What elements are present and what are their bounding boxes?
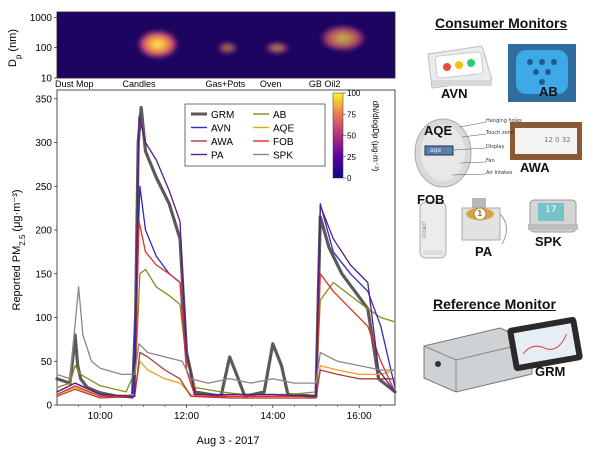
legend-label-grm: GRM <box>211 110 234 121</box>
avn-device-image <box>427 45 493 89</box>
heatmap-blob-1 <box>216 41 239 55</box>
y-axis-ticks: 0 50 100 150 200 250 300 350 <box>35 94 57 412</box>
device-label-aqe: AQE <box>424 123 453 138</box>
legend-label-spk: SPK <box>273 151 293 162</box>
aqe-annotation-hanging-holes: Hanging holes <box>486 118 522 124</box>
awa-device-image <box>510 122 582 160</box>
colorbar-tick-label: 25 <box>347 153 356 162</box>
y-tick-label: 150 <box>35 269 52 280</box>
y-tick-label: 0 <box>46 401 52 412</box>
aqe-annotation-fan: Fan <box>486 158 495 164</box>
heatmap-blob-2 <box>264 41 291 55</box>
reference-monitor-title: Reference Monitor <box>433 296 556 312</box>
spk-screen-text: 17 <box>545 205 557 215</box>
colorbar: 100 75 50 25 0 dN/dlogDp (μg·m⁻³) <box>332 89 380 183</box>
legend-label-fob: FOB <box>273 137 294 148</box>
y-tick-label: 250 <box>35 182 52 193</box>
consumer-monitors-title: Consumer Monitors <box>435 15 568 31</box>
colorbar-tick-label: 100 <box>347 89 361 98</box>
heatmap-y-label: Dp(nm) <box>7 29 23 67</box>
y-tick-label: 200 <box>35 226 52 237</box>
heatmap-blob-0 <box>135 28 181 60</box>
spk-device-image <box>528 199 578 233</box>
x-tick-label: 14:00 <box>260 411 285 422</box>
fob-text: FOOBOT <box>422 221 427 238</box>
x-axis-ticks: 10:00 12:00 14:00 16:00 <box>78 405 382 422</box>
colorbar-label: dN/dlogDp (μg·m⁻³) <box>371 101 380 172</box>
heatmap-y-tick-label: 10 <box>41 74 53 85</box>
x-axis-label: Aug 3 - 2017 <box>197 435 260 447</box>
event-label: GB Oil2 <box>309 79 341 89</box>
colorbar-tick-label: 75 <box>347 110 356 119</box>
event-label: Dust Mop <box>55 79 94 89</box>
chart-series-lines <box>55 105 397 399</box>
y-axis-label: Reported PM2.5(μg·m⁻³) <box>11 189 27 310</box>
grm-device-image <box>423 316 583 393</box>
series-line-spk <box>56 286 396 384</box>
y-tick-label: 100 <box>35 313 52 324</box>
colorbar-gradient <box>332 92 344 179</box>
legend-items: GRM AB AVN AQE AWA FOB PA SPK <box>191 110 294 162</box>
heatmap-blobs <box>135 24 368 60</box>
device-label-avn: AVN <box>441 86 468 101</box>
device-illustrations <box>414 44 583 393</box>
fob-device-image <box>419 201 447 259</box>
pa-badge-text: 1 <box>477 209 483 218</box>
colorbar-tick-label: 0 <box>347 174 352 183</box>
y-tick-label: 350 <box>35 94 52 105</box>
device-label-grm: GRM <box>535 364 566 379</box>
heatmap-blob-3 <box>318 24 368 53</box>
event-label: Gas+Pots <box>205 79 245 89</box>
aqe-device-image <box>414 118 487 188</box>
colorbar-tick-label: 50 <box>347 132 356 141</box>
legend-label-aqe: AQE <box>273 124 294 135</box>
heatmap-y-tick-label: 1000 <box>30 13 53 24</box>
device-label-awa: AWA <box>520 160 550 175</box>
x-tick-label: 16:00 <box>347 411 372 422</box>
x-tick-label: 10:00 <box>88 411 113 422</box>
heatmap-panel: 1000 100 10 Dust Mop Candles Gas+Pots Oven GB … <box>7 11 396 89</box>
aqe-annotation-touch-zone: Touch zone <box>486 130 514 136</box>
aqe-annotation-display: Display <box>486 144 505 150</box>
x-tick-label: 12:00 <box>174 411 199 422</box>
legend-label-awa: AWA <box>211 137 233 148</box>
heatmap-event-labels: Dust Mop Candles Gas+Pots Oven GB Oil2 <box>55 79 340 89</box>
ab-device-image <box>508 44 576 102</box>
device-label-fob: FOB <box>417 192 445 207</box>
device-label-spk: SPK <box>535 234 562 249</box>
y-tick-label: 300 <box>35 138 52 149</box>
legend-label-avn: AVN <box>211 124 231 135</box>
legend-label-ab: AB <box>273 110 287 121</box>
legend-label-pa: PA <box>211 151 224 162</box>
legend: GRM AB AVN AQE AWA FOB PA SPK <box>184 103 326 167</box>
aqe-annotation-air-intakes: Air Intakes <box>486 170 513 176</box>
device-label-pa: PA <box>475 244 493 259</box>
aqe-screen-text: aqe <box>430 147 442 154</box>
y-tick-label: 50 <box>41 357 53 368</box>
heatmap-y-tick-label: 100 <box>35 43 52 54</box>
heatmap-y-ticks: 1000 100 10 <box>30 13 57 85</box>
event-label: Candles <box>123 79 157 89</box>
device-label-ab: AB <box>539 84 558 99</box>
event-label: Oven <box>260 79 282 89</box>
heatmap-frame <box>56 11 396 79</box>
colorbar-ticks: 100 75 50 25 0 <box>343 89 361 183</box>
series-line-pa <box>56 115 396 397</box>
pa-device-image <box>461 198 507 245</box>
awa-screen-text: 12 0 32 <box>544 136 571 144</box>
